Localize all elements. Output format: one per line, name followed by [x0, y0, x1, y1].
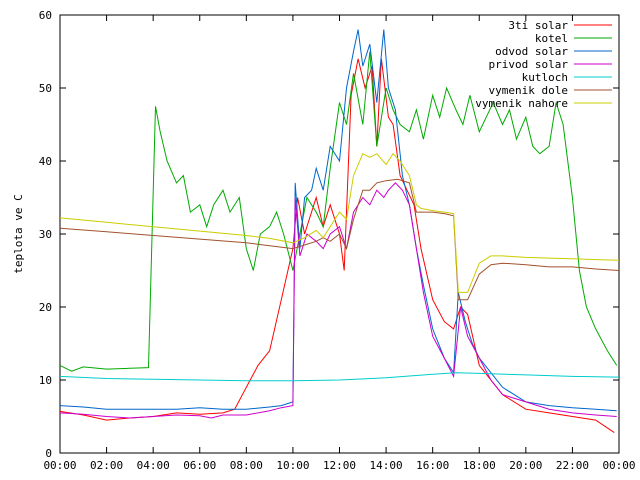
- x-axis: 00:00 02:00 04:00 06:00 08:00 10:00 12:00 14:00…: [43, 15, 636, 472]
- x-tick-label: 18:00: [463, 459, 496, 472]
- series-line-3: [59, 182, 617, 419]
- x-tick-label: 04:00: [137, 459, 170, 472]
- x-tick-label: 06:00: [183, 459, 216, 472]
- y-tick-label: 0: [45, 447, 52, 460]
- x-tick-label: 12:00: [323, 459, 356, 472]
- legend-label: privod solar: [489, 58, 569, 71]
- x-tick-label: 16:00: [416, 459, 449, 472]
- x-tick-label: 10:00: [276, 459, 309, 472]
- series-line-2: [59, 29, 617, 412]
- legend-label: odvod solar: [495, 45, 568, 58]
- x-tick-label: 00:00: [602, 459, 635, 472]
- x-tick-label: 08:00: [230, 459, 263, 472]
- x-tick-label: 14:00: [370, 459, 403, 472]
- y-tick-label: 10: [39, 374, 52, 387]
- series-line-4: [59, 372, 620, 382]
- x-tick-label: 20:00: [509, 459, 542, 472]
- y-axis: 0 10 20 30 40 50 60: [39, 9, 619, 460]
- x-tick-label: 02:00: [90, 459, 123, 472]
- y-axis-title: teplota ve C: [12, 194, 25, 273]
- legend-label: 3ti solar: [508, 19, 568, 32]
- y-tick-label: 20: [39, 301, 52, 314]
- series-line-0: [59, 58, 615, 434]
- x-tick-label: 22:00: [556, 459, 589, 472]
- series-line-5: [59, 178, 620, 301]
- legend-label: kotel: [535, 32, 568, 45]
- y-tick-label: 30: [39, 228, 52, 241]
- series-line-1: [59, 51, 618, 372]
- y-tick-label: 60: [39, 9, 52, 22]
- y-tick-label: 40: [39, 155, 52, 168]
- y-tick-label: 50: [39, 82, 52, 95]
- legend-label: vymenik dole: [489, 84, 568, 97]
- legend-label: vymenik nahore: [475, 97, 568, 110]
- series-line-6: [59, 152, 620, 293]
- x-tick-label: 00:00: [43, 459, 76, 472]
- series-group: [59, 29, 620, 434]
- legend-label: kutloch: [522, 71, 568, 84]
